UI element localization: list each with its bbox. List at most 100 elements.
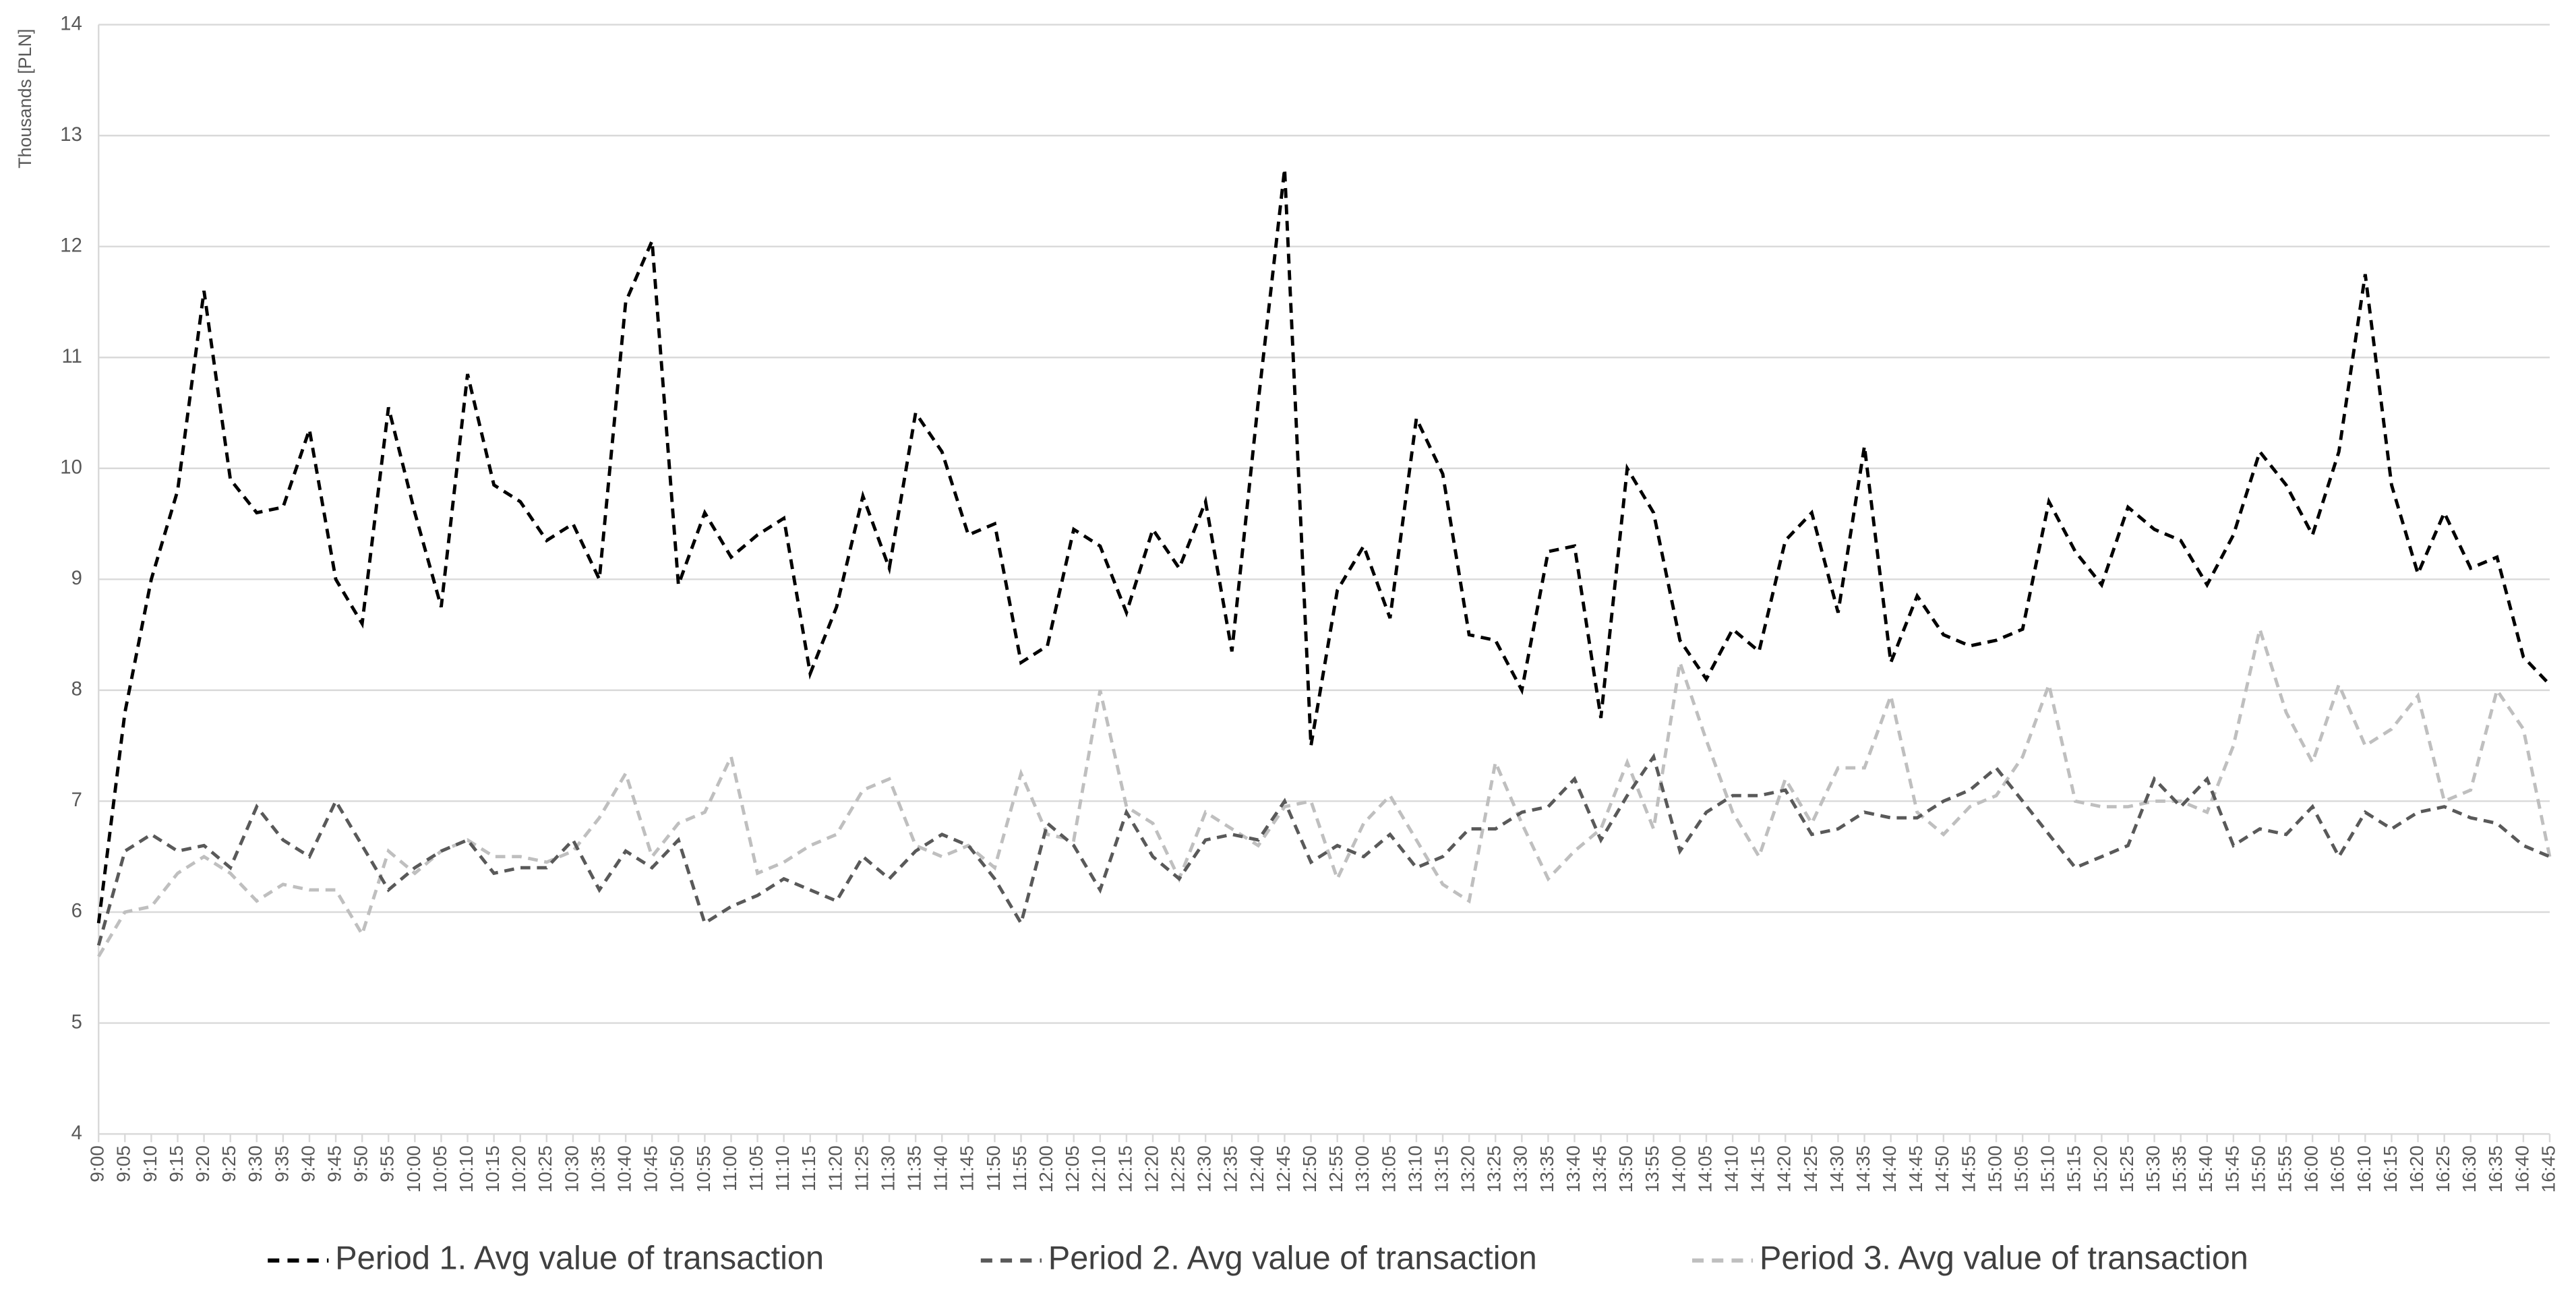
x-tick-label: 13:00: [1352, 1145, 1373, 1193]
series-line: [96, 169, 2551, 924]
x-tick-label: 13:30: [1510, 1145, 1531, 1193]
x-tick-label: 12:25: [1168, 1145, 1189, 1193]
x-tick-label: 15:45: [2221, 1145, 2242, 1193]
x-tick-label: 9:25: [218, 1145, 239, 1182]
x-tick-label: 11:30: [877, 1145, 898, 1191]
x-tick-label: 10:10: [456, 1145, 477, 1193]
x-tick-label: 9:30: [245, 1145, 266, 1182]
y-tick-label: 11: [61, 346, 82, 367]
x-tick-label: 16:05: [2327, 1145, 2348, 1193]
x-tick-label: 13:45: [1589, 1145, 1610, 1193]
x-tick-label: 12:50: [1299, 1145, 1320, 1193]
x-tick-label: 16:10: [2354, 1145, 2374, 1193]
x-tick-label: 9:00: [87, 1145, 108, 1182]
y-tick-label: 9: [71, 568, 82, 589]
x-tick-label: 13:05: [1378, 1145, 1399, 1193]
x-tick-label: 16:15: [2380, 1145, 2401, 1193]
x-tick-label: 11:50: [983, 1145, 1004, 1191]
x-tick-label: 14:30: [1826, 1145, 1847, 1193]
x-tick-label: 13:40: [1563, 1145, 1584, 1193]
y-axis-label: Thousands [PLN]: [15, 29, 35, 169]
x-tick-label: 15:00: [1984, 1145, 2005, 1193]
x-tick-label: 11:00: [719, 1145, 740, 1191]
x-tick-label: 15:55: [2274, 1145, 2295, 1193]
series-line: [96, 752, 2550, 946]
x-tick-label: 14:10: [1720, 1145, 1741, 1193]
x-tick-label: 10:15: [482, 1145, 503, 1193]
x-tick-label: 14:00: [1668, 1145, 1689, 1193]
x-tick-label: 9:45: [324, 1145, 345, 1182]
x-tick-label: 9:35: [271, 1145, 292, 1182]
x-tick-label: 10:05: [429, 1145, 450, 1193]
x-tick-label: 14:50: [1931, 1145, 1952, 1193]
y-tick-label: 12: [60, 235, 82, 256]
x-tick-label: 15:05: [2011, 1145, 2032, 1193]
series-line: [97, 623, 2552, 958]
x-tick-label: 14:55: [1958, 1145, 1979, 1193]
x-tick-label: 11:15: [798, 1145, 819, 1191]
x-tick-label: 14:20: [1774, 1145, 1795, 1193]
x-tick-label: 12:55: [1325, 1145, 1346, 1193]
x-tick-label: 13:35: [1536, 1145, 1557, 1193]
x-tick-label: 13:15: [1431, 1145, 1451, 1193]
legend-label: Period 2. Avg value of transaction: [1048, 1240, 1537, 1277]
x-tick-label: 11:05: [746, 1145, 767, 1191]
x-tick-label: 16:40: [2511, 1145, 2532, 1193]
x-tick-label: 12:40: [1247, 1145, 1267, 1193]
x-tick-label: 11:10: [772, 1145, 793, 1191]
x-tick-label: 15:40: [2195, 1145, 2216, 1193]
x-tick-label: 14:15: [1747, 1145, 1768, 1193]
x-tick-label: 13:25: [1484, 1145, 1505, 1193]
x-tick-label: 10:50: [667, 1145, 688, 1193]
x-tick-label: 11:35: [904, 1145, 925, 1191]
y-tick-label: 8: [71, 679, 82, 700]
x-tick-label: 10:55: [693, 1145, 714, 1193]
x-tick-label: 9:20: [192, 1145, 213, 1182]
y-tick-label: 14: [60, 13, 82, 34]
y-tick-label: 7: [71, 789, 82, 811]
x-tick-label: 14:45: [1905, 1145, 1926, 1193]
legend-label: Period 1. Avg value of transaction: [335, 1240, 824, 1277]
x-tick-label: 10:45: [640, 1145, 661, 1193]
x-tick-label: 11:55: [1009, 1145, 1030, 1191]
x-tick-label: 14:35: [1853, 1145, 1874, 1193]
x-tick-label: 13:50: [1615, 1145, 1636, 1193]
x-tick-label: 9:50: [351, 1145, 371, 1182]
x-tick-label: 10:00: [403, 1145, 424, 1193]
x-tick-label: 15:50: [2248, 1145, 2269, 1193]
x-tick-label: 11:40: [930, 1145, 951, 1191]
x-tick-label: 9:15: [166, 1145, 187, 1182]
y-tick-label: 4: [71, 1122, 82, 1144]
x-tick-label: 16:20: [2406, 1145, 2427, 1193]
y-tick-label: 6: [71, 901, 82, 922]
x-tick-label: 16:00: [2301, 1145, 2322, 1193]
x-tick-label: 12:15: [1114, 1145, 1135, 1193]
x-tick-label: 16:45: [2538, 1145, 2558, 1193]
x-tick-label: 15:10: [2037, 1145, 2058, 1193]
x-tick-label: 12:05: [1062, 1145, 1083, 1193]
x-tick-label: 11:45: [957, 1145, 978, 1191]
x-tick-label: 14:25: [1800, 1145, 1821, 1193]
x-tick-label: 15:25: [2116, 1145, 2137, 1193]
x-tick-label: 9:05: [113, 1145, 134, 1182]
x-tick-label: 15:15: [2064, 1145, 2085, 1193]
x-tick-label: 11:20: [825, 1145, 845, 1191]
x-tick-label: 10:25: [535, 1145, 556, 1193]
x-tick-label: 12:00: [1036, 1145, 1056, 1193]
x-tick-label: 16:25: [2432, 1145, 2453, 1193]
x-tick-label: 12:35: [1220, 1145, 1241, 1193]
x-tick-label: 16:35: [2485, 1145, 2506, 1193]
x-tick-label: 10:20: [508, 1145, 529, 1193]
x-tick-label: 12:10: [1088, 1145, 1109, 1193]
x-tick-label: 10:35: [587, 1145, 608, 1193]
x-tick-label: 9:40: [297, 1145, 318, 1182]
y-tick-label: 13: [60, 124, 82, 146]
x-tick-label: 16:30: [2459, 1145, 2480, 1193]
y-tick-label: 5: [71, 1011, 82, 1033]
x-tick-label: 9:55: [377, 1145, 398, 1182]
x-tick-label: 10:30: [561, 1145, 582, 1193]
x-tick-label: 10:40: [614, 1145, 635, 1193]
y-tick-label: 10: [60, 456, 82, 478]
